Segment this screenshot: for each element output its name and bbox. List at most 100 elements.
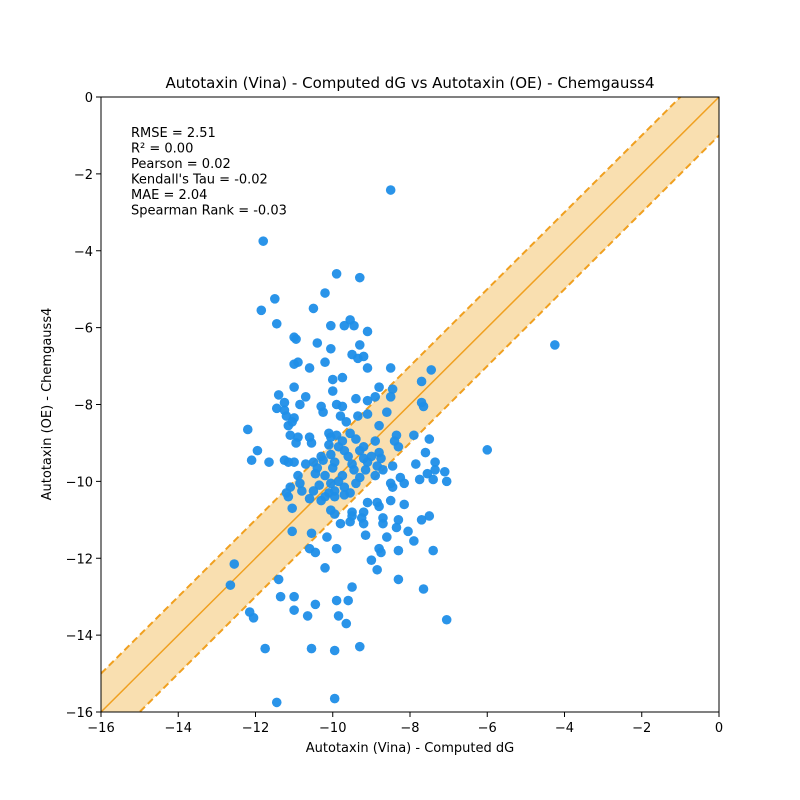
data-point	[393, 441, 404, 452]
data-point	[295, 399, 305, 410]
data-point	[329, 491, 340, 502]
upper-bound-line	[101, 97, 682, 675]
data-point	[306, 643, 317, 654]
data-point	[306, 438, 317, 448]
data-point	[351, 434, 361, 444]
data-point	[283, 420, 294, 431]
data-point	[362, 457, 373, 467]
data-point	[378, 465, 388, 475]
data-point	[260, 643, 270, 654]
data-point	[333, 611, 344, 621]
data-point	[271, 318, 282, 329]
x-tick-label: −14	[165, 721, 192, 736]
x-tick-label: −6	[478, 721, 497, 736]
data-point	[320, 288, 330, 298]
data-point	[362, 326, 373, 337]
data-point	[256, 305, 267, 316]
stats-line: Spearman Rank = -0.03	[131, 204, 287, 219]
data-point	[343, 595, 354, 606]
data-point	[310, 547, 321, 558]
data-point	[273, 574, 284, 585]
data-point	[295, 478, 305, 489]
data-point	[428, 474, 438, 485]
data-point	[385, 392, 396, 402]
plot-area	[101, 97, 719, 712]
data-point	[370, 436, 381, 446]
data-point	[393, 545, 404, 556]
data-point	[302, 611, 313, 621]
data-point	[360, 465, 371, 475]
data-point	[331, 269, 342, 279]
data-point	[376, 547, 386, 558]
x-tick-label: −10	[319, 721, 346, 736]
data-point	[414, 474, 425, 485]
data-point	[271, 403, 282, 414]
x-tick-label: −4	[555, 721, 574, 736]
data-point	[430, 465, 440, 475]
data-point	[376, 453, 386, 464]
stats-line: Pearson = 0.02	[131, 157, 231, 172]
data-point	[316, 495, 326, 506]
data-point	[424, 434, 435, 444]
data-point	[351, 393, 361, 404]
data-point	[327, 386, 338, 396]
x-tick-label: −8	[400, 721, 419, 736]
y-tick-label: −4	[74, 245, 93, 260]
data-point	[354, 272, 365, 283]
data-point	[329, 693, 340, 704]
data-point	[306, 528, 317, 539]
y-tick-label: −6	[74, 322, 93, 337]
data-point	[370, 392, 381, 402]
lower-bound-line	[138, 134, 719, 712]
data-point	[329, 509, 340, 519]
data-point	[382, 532, 392, 542]
data-point	[310, 599, 321, 610]
data-point	[418, 401, 429, 412]
data-point	[385, 363, 396, 373]
x-axis-label: Autotaxin (Vina) - Computed dG	[306, 741, 514, 756]
data-point	[439, 466, 450, 477]
data-point	[318, 455, 328, 466]
data-point	[320, 470, 330, 481]
data-point	[326, 449, 336, 460]
data-point	[283, 457, 294, 467]
data-point	[362, 363, 373, 373]
data-point	[289, 605, 299, 615]
stats-line: R² = 0.00	[131, 142, 193, 157]
x-tick-label: −2	[632, 721, 651, 736]
data-point	[409, 430, 419, 441]
data-point	[293, 470, 303, 481]
data-point	[349, 320, 359, 331]
data-point	[385, 185, 396, 195]
data-point	[275, 591, 286, 602]
data-point	[374, 382, 384, 393]
data-point	[385, 495, 396, 506]
data-point	[327, 463, 338, 473]
data-point	[550, 340, 560, 350]
y-tick-label: −14	[66, 629, 93, 644]
axes: −16 −14 −12 −10 −8 −6 −4 −2 0 −16 −14 −12 −10 −8 −6 −4 −…	[66, 91, 724, 736]
data-point	[271, 697, 282, 708]
data-point	[326, 343, 336, 354]
stats-line: Kendall's Tau = -0.02	[131, 173, 268, 188]
data-point	[430, 457, 440, 467]
data-point	[366, 555, 377, 565]
data-point	[337, 401, 348, 412]
data-point	[393, 515, 404, 525]
data-point	[331, 543, 342, 554]
data-point	[378, 518, 388, 529]
chart-title: Autotaxin (Vina) - Computed dG vs Autota…	[165, 74, 654, 92]
data-point	[370, 470, 381, 481]
x-tick-label: −16	[87, 721, 114, 736]
data-point	[304, 363, 315, 373]
data-point	[310, 468, 321, 479]
data-point	[326, 432, 336, 442]
data-point	[358, 518, 369, 529]
data-point	[289, 359, 299, 369]
data-point	[426, 365, 437, 375]
data-point	[353, 411, 363, 421]
data-point	[322, 532, 332, 542]
data-point	[308, 486, 319, 496]
data-point	[246, 455, 257, 466]
